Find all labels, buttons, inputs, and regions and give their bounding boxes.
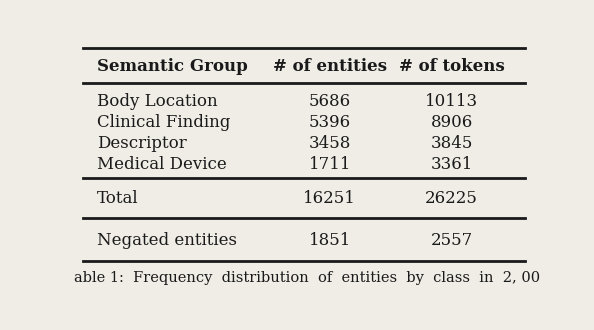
Text: Negated entities: Negated entities — [97, 232, 237, 249]
Text: able 1:  Frequency  distribution  of  entities  by  class  in  2, 00: able 1: Frequency distribution of entiti… — [74, 272, 541, 285]
Text: 3458: 3458 — [308, 135, 351, 152]
Text: 5396: 5396 — [309, 115, 351, 131]
Text: 1851: 1851 — [308, 232, 351, 249]
Text: Semantic Group: Semantic Group — [97, 58, 248, 75]
Text: Total: Total — [97, 190, 139, 207]
Text: 2557: 2557 — [431, 232, 473, 249]
Text: 3845: 3845 — [431, 135, 473, 152]
Text: Body Location: Body Location — [97, 93, 218, 110]
Text: 3361: 3361 — [431, 156, 473, 173]
Text: 5686: 5686 — [309, 93, 351, 110]
Text: 16251: 16251 — [304, 190, 356, 207]
Text: 8906: 8906 — [431, 115, 473, 131]
Text: Descriptor: Descriptor — [97, 135, 187, 152]
Text: Medical Device: Medical Device — [97, 156, 227, 173]
Text: Clinical Finding: Clinical Finding — [97, 115, 230, 131]
Text: # of entities: # of entities — [273, 58, 387, 75]
Text: 1711: 1711 — [308, 156, 351, 173]
Text: # of tokens: # of tokens — [399, 58, 505, 75]
Text: 10113: 10113 — [425, 93, 478, 110]
Text: 26225: 26225 — [425, 190, 478, 207]
